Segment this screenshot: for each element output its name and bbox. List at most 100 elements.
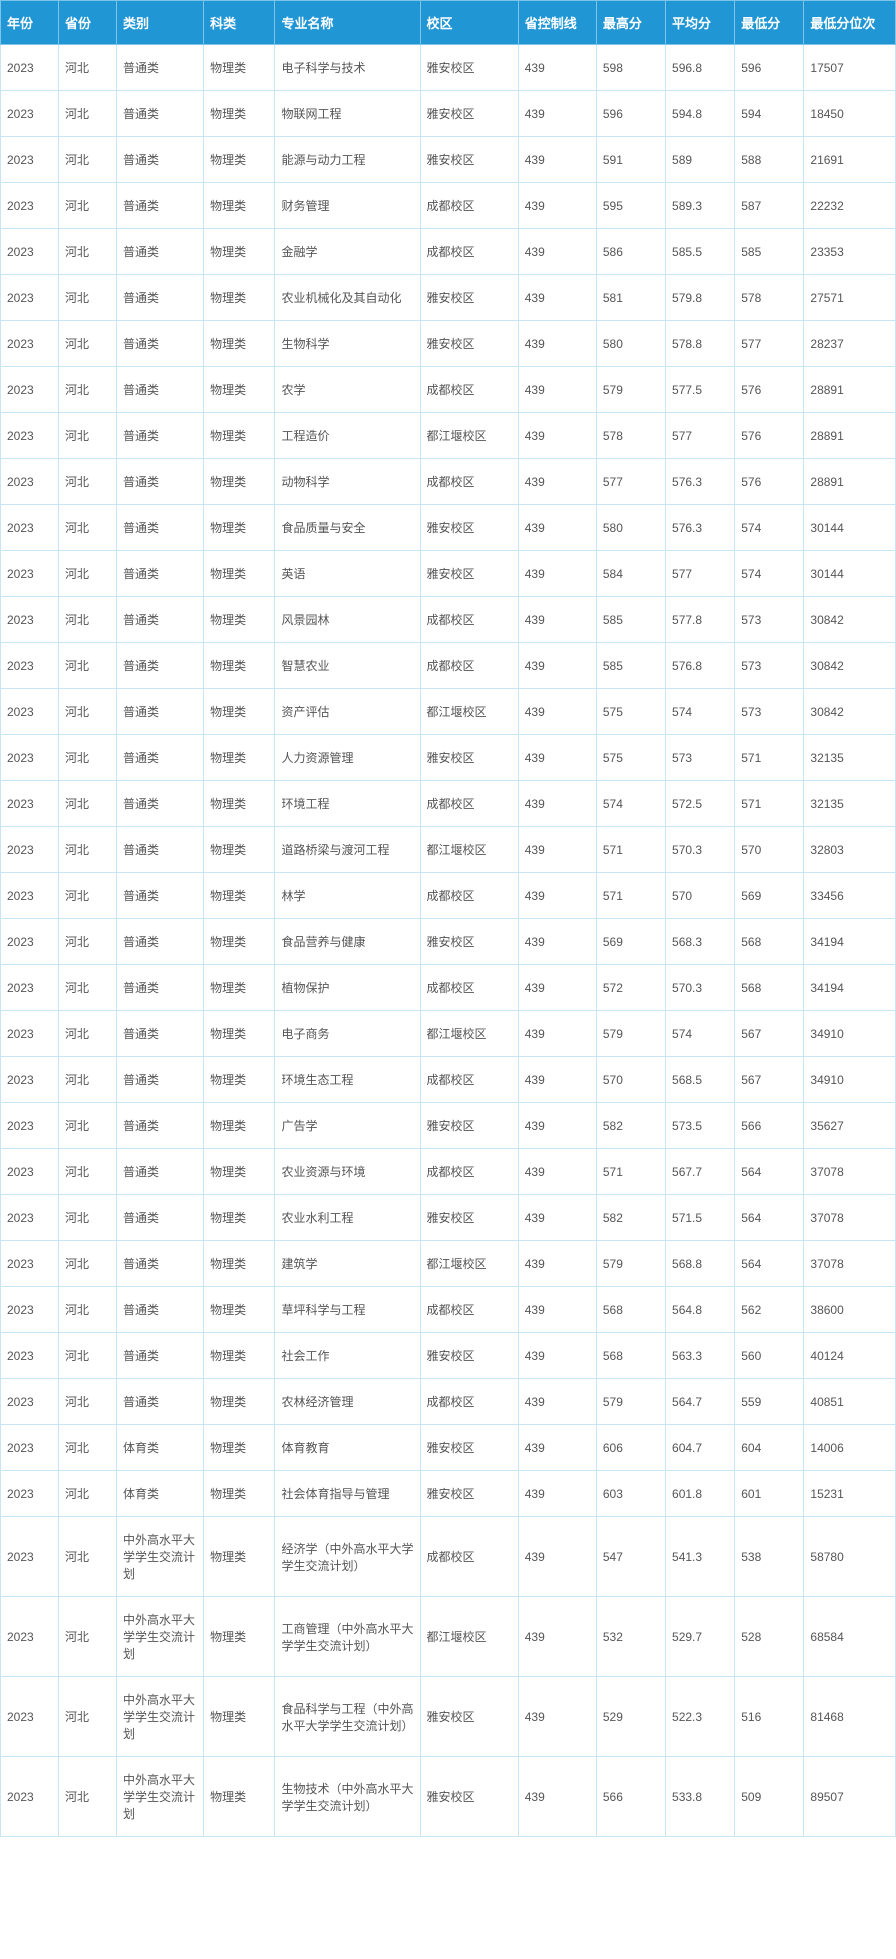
col-max: 最高分 <box>596 1 665 45</box>
table-cell: 439 <box>518 275 596 321</box>
table-cell: 河北 <box>59 1287 117 1333</box>
col-major: 专业名称 <box>275 1 420 45</box>
table-cell: 社会工作 <box>275 1333 420 1379</box>
table-row: 2023河北中外高水平大学学生交流计划物理类生物技术（中外高水平大学学生交流计划… <box>1 1757 896 1837</box>
table-cell: 595 <box>596 183 665 229</box>
table-cell: 河北 <box>59 1517 117 1597</box>
table-cell: 2023 <box>1 1517 59 1597</box>
table-cell: 普通类 <box>117 229 204 275</box>
table-cell: 34910 <box>804 1057 896 1103</box>
table-cell: 601.8 <box>666 1471 735 1517</box>
table-cell: 雅安校区 <box>420 1195 518 1241</box>
table-cell: 573 <box>735 643 804 689</box>
table-cell: 564 <box>735 1241 804 1287</box>
table-cell: 河北 <box>59 1379 117 1425</box>
table-cell: 成都校区 <box>420 1057 518 1103</box>
table-cell: 27571 <box>804 275 896 321</box>
table-cell: 570 <box>735 827 804 873</box>
table-cell: 596.8 <box>666 45 735 91</box>
table-cell: 35627 <box>804 1103 896 1149</box>
table-cell: 普通类 <box>117 459 204 505</box>
table-cell: 河北 <box>59 551 117 597</box>
table-cell: 528 <box>735 1597 804 1677</box>
table-cell: 30144 <box>804 551 896 597</box>
table-cell: 571 <box>596 827 665 873</box>
table-cell: 570.3 <box>666 827 735 873</box>
table-cell: 439 <box>518 1517 596 1597</box>
table-cell: 物理类 <box>204 505 275 551</box>
table-cell: 农业水利工程 <box>275 1195 420 1241</box>
table-cell: 2023 <box>1 1597 59 1677</box>
table-cell: 动物科学 <box>275 459 420 505</box>
table-cell: 32803 <box>804 827 896 873</box>
table-row: 2023河北普通类物理类能源与动力工程雅安校区43959158958821691 <box>1 137 896 183</box>
table-cell: 成都校区 <box>420 643 518 689</box>
table-cell: 物理类 <box>204 827 275 873</box>
table-cell: 河北 <box>59 1241 117 1287</box>
table-cell: 食品科学与工程（中外高水平大学学生交流计划） <box>275 1677 420 1757</box>
table-cell: 439 <box>518 45 596 91</box>
table-cell: 都江堰校区 <box>420 689 518 735</box>
table-cell: 人力资源管理 <box>275 735 420 781</box>
table-cell: 2023 <box>1 367 59 413</box>
table-cell: 576 <box>735 413 804 459</box>
table-cell: 普通类 <box>117 919 204 965</box>
table-cell: 439 <box>518 735 596 781</box>
table-row: 2023河北普通类物理类电子科学与技术雅安校区439598596.8596175… <box>1 45 896 91</box>
table-cell: 2023 <box>1 827 59 873</box>
table-row: 2023河北中外高水平大学学生交流计划物理类工商管理（中外高水平大学学生交流计划… <box>1 1597 896 1677</box>
table-cell: 2023 <box>1 505 59 551</box>
table-cell: 439 <box>518 689 596 735</box>
table-cell: 568 <box>596 1333 665 1379</box>
table-cell: 577 <box>666 551 735 597</box>
table-cell: 2023 <box>1 1425 59 1471</box>
table-cell: 571.5 <box>666 1195 735 1241</box>
table-cell: 566 <box>596 1757 665 1837</box>
table-cell: 物理类 <box>204 919 275 965</box>
table-cell: 中外高水平大学学生交流计划 <box>117 1757 204 1837</box>
table-cell: 都江堰校区 <box>420 1597 518 1677</box>
table-row: 2023河北普通类物理类农学成都校区439579577.557628891 <box>1 367 896 413</box>
table-cell: 林学 <box>275 873 420 919</box>
table-cell: 564 <box>735 1149 804 1195</box>
table-cell: 580 <box>596 321 665 367</box>
table-cell: 2023 <box>1 781 59 827</box>
table-cell: 18450 <box>804 91 896 137</box>
table-cell: 516 <box>735 1677 804 1757</box>
table-cell: 农业资源与环境 <box>275 1149 420 1195</box>
table-cell: 工商管理（中外高水平大学学生交流计划） <box>275 1597 420 1677</box>
table-cell: 物理类 <box>204 459 275 505</box>
col-campus: 校区 <box>420 1 518 45</box>
table-cell: 农学 <box>275 367 420 413</box>
table-cell: 物理类 <box>204 321 275 367</box>
table-cell: 574 <box>596 781 665 827</box>
table-cell: 22232 <box>804 183 896 229</box>
table-cell: 541.3 <box>666 1517 735 1597</box>
table-cell: 439 <box>518 229 596 275</box>
table-cell: 21691 <box>804 137 896 183</box>
table-cell: 577 <box>596 459 665 505</box>
table-cell: 2023 <box>1 643 59 689</box>
table-cell: 普通类 <box>117 781 204 827</box>
table-cell: 河北 <box>59 1677 117 1757</box>
table-cell: 2023 <box>1 1195 59 1241</box>
table-cell: 普通类 <box>117 413 204 459</box>
table-cell: 58780 <box>804 1517 896 1597</box>
table-cell: 物理类 <box>204 1057 275 1103</box>
table-cell: 439 <box>518 781 596 827</box>
table-row: 2023河北普通类物理类道路桥梁与渡河工程都江堰校区439571570.3570… <box>1 827 896 873</box>
table-cell: 普通类 <box>117 505 204 551</box>
table-cell: 成都校区 <box>420 183 518 229</box>
table-cell: 571 <box>735 735 804 781</box>
table-cell: 普通类 <box>117 137 204 183</box>
table-cell: 成都校区 <box>420 1517 518 1597</box>
table-cell: 普通类 <box>117 827 204 873</box>
table-cell: 工程造价 <box>275 413 420 459</box>
table-cell: 37078 <box>804 1195 896 1241</box>
table-cell: 32135 <box>804 735 896 781</box>
table-cell: 物理类 <box>204 229 275 275</box>
table-cell: 30842 <box>804 597 896 643</box>
table-cell: 586 <box>596 229 665 275</box>
table-cell: 589.3 <box>666 183 735 229</box>
table-cell: 570.3 <box>666 965 735 1011</box>
